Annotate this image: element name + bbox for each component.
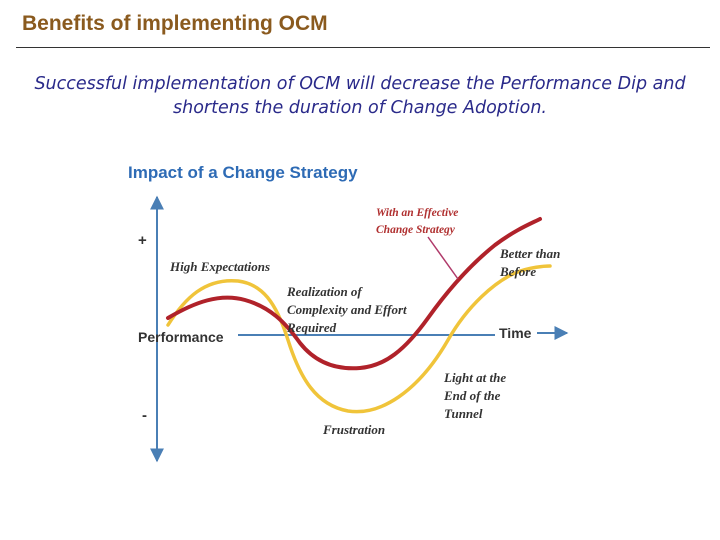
slide-title: Benefits of implementing OCM [22, 12, 328, 35]
better-than-label-line1: Better than [499, 246, 560, 261]
diagram-title: Impact of a Change Strategy [128, 163, 358, 182]
effective-strategy-curve [166, 217, 542, 371]
typical-change-curve [166, 264, 552, 414]
realization-label-line1: Realization of [286, 284, 363, 299]
frustration-label: Frustration [322, 422, 385, 437]
effective-strategy-label-line1: With an Effective [376, 207, 458, 219]
light-tunnel-label-line1: Light at the [443, 370, 506, 385]
light-tunnel-label-line2: End of the [443, 388, 501, 403]
axis-minus-sign: - [142, 407, 147, 424]
time-label: Time [499, 325, 532, 341]
realization-label-line2: Complexity and Effort [287, 302, 407, 317]
light-tunnel-label-line3: Tunnel [444, 406, 483, 421]
performance-label: Performance [138, 329, 224, 345]
effective-strategy-label-line2: Change Strategy [376, 224, 456, 236]
title-divider [16, 47, 710, 48]
better-than-label-line2: Before [499, 264, 536, 279]
high-expectations-label: High Expectations [169, 259, 270, 274]
axis-plus-sign: + [138, 232, 147, 249]
effective-strategy-pointer [427, 236, 459, 280]
realization-label-line3: Required [286, 320, 337, 335]
slide-subtitle: Successful implementation of OCM will de… [34, 74, 686, 118]
